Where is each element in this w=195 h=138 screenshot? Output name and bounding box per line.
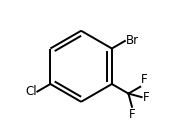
Text: Br: Br bbox=[126, 34, 139, 47]
Text: F: F bbox=[141, 73, 148, 86]
Text: F: F bbox=[143, 91, 149, 104]
Text: Cl: Cl bbox=[25, 85, 37, 98]
Text: F: F bbox=[129, 108, 135, 121]
